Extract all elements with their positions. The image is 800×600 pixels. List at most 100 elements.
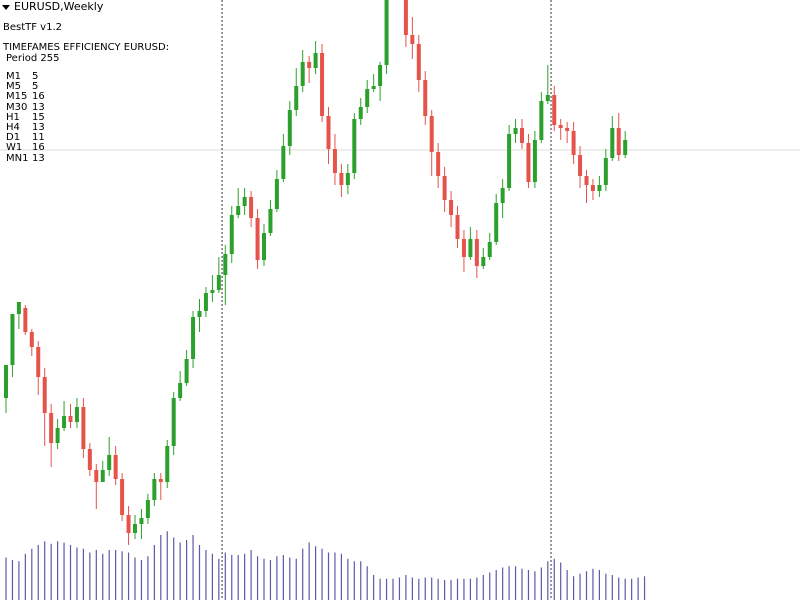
candle-body <box>429 116 434 152</box>
timeframe-efficiency-table: M1 5 M5 5 M15 16 M30 13 H1 15 H4 13 D1 11 W1 16 … <box>6 71 45 164</box>
dropdown-triangle-icon[interactable] <box>2 4 10 10</box>
tf-row-m5: M5 5 <box>6 81 45 92</box>
candle-body <box>203 293 208 311</box>
candle <box>165 440 170 488</box>
candle <box>158 473 163 500</box>
candle <box>94 464 99 509</box>
candle-body <box>184 359 189 383</box>
tf-row-mn1: MN1 13 <box>6 153 45 164</box>
candle <box>481 248 486 269</box>
candle <box>578 146 583 188</box>
candle <box>145 494 150 524</box>
candle <box>410 17 415 59</box>
candle <box>345 164 350 194</box>
candle <box>429 110 434 176</box>
candle-body <box>216 275 221 290</box>
candle <box>139 509 144 539</box>
candle-body <box>191 317 196 359</box>
candle-body <box>487 242 492 257</box>
candle-body <box>474 239 479 266</box>
candle-body <box>584 176 589 185</box>
candle <box>352 113 357 179</box>
candle-body <box>229 215 234 254</box>
tf-label: M1 <box>6 71 21 82</box>
candle <box>126 506 131 545</box>
candle-body <box>378 65 383 86</box>
candle <box>10 314 15 377</box>
candle <box>107 437 112 476</box>
candle-body <box>165 446 170 482</box>
candle-body <box>578 155 583 176</box>
candle <box>81 398 86 458</box>
candle-body <box>36 347 41 377</box>
candle <box>365 80 370 113</box>
candle <box>326 107 331 164</box>
candle <box>203 287 208 317</box>
candle-body <box>358 107 363 119</box>
candle-body <box>255 218 260 260</box>
candle <box>603 149 608 191</box>
candle-body <box>558 125 563 128</box>
candle <box>152 473 157 506</box>
tf-label: W1 <box>6 142 23 154</box>
candle-body <box>345 173 350 185</box>
candle <box>313 41 318 74</box>
candle <box>191 311 196 368</box>
candle <box>526 134 531 188</box>
candle-body <box>597 185 602 191</box>
candle-body <box>449 200 454 215</box>
candle <box>216 257 221 293</box>
candle <box>229 206 234 263</box>
candle <box>520 119 524 149</box>
candle-body <box>603 158 608 185</box>
candle-body <box>178 383 183 398</box>
tf-row-m1: M1 5 <box>6 71 45 82</box>
tf-label: D1 <box>6 132 21 144</box>
tf-label: M15 <box>6 91 28 103</box>
candle <box>236 188 241 218</box>
candle-body <box>623 140 628 155</box>
candle-body <box>320 53 325 116</box>
candle-body <box>29 332 34 347</box>
candle-body <box>526 143 531 182</box>
candle-body <box>294 86 299 110</box>
candle-body <box>616 128 621 155</box>
candle <box>120 473 125 521</box>
candle <box>358 98 363 125</box>
candle <box>552 86 557 131</box>
candle-body <box>107 455 112 470</box>
candle-body <box>552 95 557 125</box>
candle <box>133 515 137 539</box>
candle <box>29 329 34 356</box>
tf-value: 16 <box>32 142 45 154</box>
candle-body <box>507 134 512 188</box>
period-separators <box>221 0 552 600</box>
candle <box>49 404 54 467</box>
volume-histogram <box>5 531 646 600</box>
candle <box>320 44 325 122</box>
candle <box>113 446 118 485</box>
candle <box>545 65 550 104</box>
candle-body <box>610 128 615 158</box>
candle-body <box>371 86 376 89</box>
candle-body <box>171 398 176 446</box>
candle-body <box>352 119 357 173</box>
candle <box>68 404 73 428</box>
candle <box>507 125 512 191</box>
symbol-timeframe-label: EURUSD,Weekly <box>14 0 104 13</box>
candle-body <box>300 62 305 86</box>
candle <box>16 302 21 329</box>
tf-label: H4 <box>6 122 20 134</box>
candle-body <box>365 89 370 107</box>
candle <box>223 245 228 305</box>
candle-body <box>403 0 408 35</box>
candle <box>300 50 305 92</box>
candle <box>62 401 67 431</box>
candle <box>571 122 576 164</box>
tf-label: M30 <box>6 101 28 113</box>
chart-header[interactable]: EURUSD,Weekly <box>2 0 103 13</box>
tf-value: 13 <box>32 122 45 134</box>
candle <box>623 131 628 158</box>
candle <box>532 131 537 188</box>
